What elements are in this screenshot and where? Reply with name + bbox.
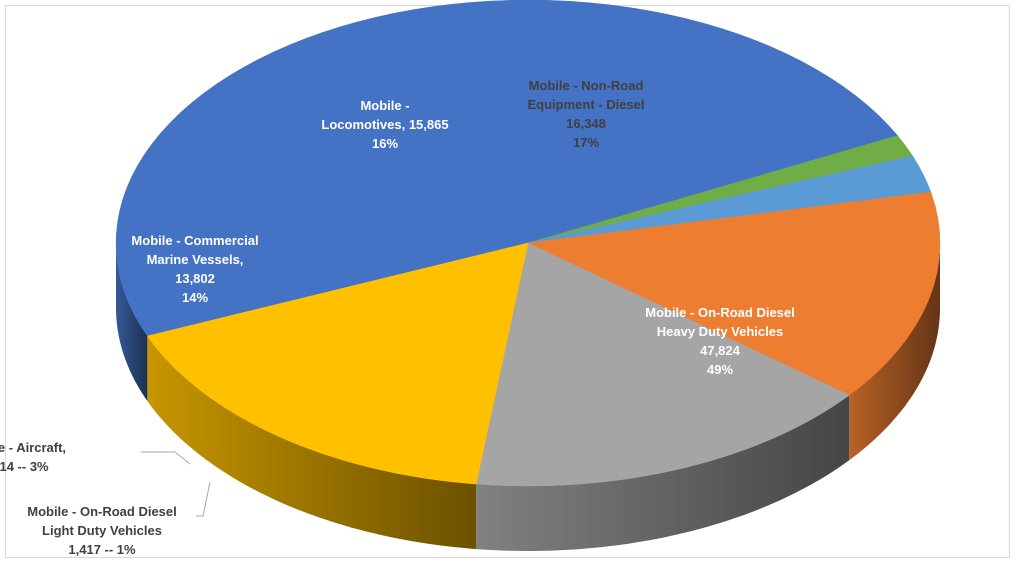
data-label-line: Mobile - On-Road Diesel bbox=[645, 305, 795, 320]
data-label-line: Equipment - Diesel bbox=[527, 97, 644, 112]
data-label-line: 16% bbox=[372, 136, 398, 151]
slice-non-road-equipment bbox=[146, 242, 529, 485]
data-label-line: Locomotives, 15,865 bbox=[321, 117, 448, 132]
data-label-heavy-duty: Mobile - On-Road Diesel Heavy Duty Vehicl… bbox=[645, 305, 795, 377]
slice-side-heavy-duty bbox=[116, 243, 148, 401]
data-label-line: 17% bbox=[573, 135, 599, 150]
slice-side-non-road-equipment bbox=[147, 336, 477, 550]
slice-locomotives bbox=[475, 242, 850, 487]
slice-commercial-marine bbox=[527, 191, 941, 396]
data-label-line: 2,414 -- 3% bbox=[0, 459, 49, 474]
data-label-locomotives: Mobile - Locomotives, 15,865 16% bbox=[321, 98, 448, 151]
slice-heavy-duty bbox=[115, 0, 899, 337]
data-label-line: Marine Vessels, bbox=[147, 252, 244, 267]
data-label-line: 14% bbox=[182, 290, 208, 305]
data-label-line: Heavy Duty Vehicles bbox=[657, 324, 783, 339]
data-label-light-duty: Mobile - On-Road Diesel Light Duty Vehicl… bbox=[27, 504, 177, 557]
data-label-line: Mobile - bbox=[360, 98, 409, 113]
data-label-line: 1,417 -- 1% bbox=[68, 542, 136, 557]
leader-line-light-duty bbox=[196, 481, 211, 517]
data-label-non-road-equipment: Mobile - Non-Road Equipment - Diesel 16,34… bbox=[527, 78, 644, 150]
data-label-aircraft: Mobile - Aircraft, 2,414 -- 3% bbox=[0, 440, 66, 474]
leader-line-aircraft bbox=[141, 451, 191, 465]
slice-side-locomotives bbox=[476, 395, 850, 551]
data-label-line: Mobile - Aircraft, bbox=[0, 440, 66, 455]
data-label-line: 16,348 bbox=[566, 116, 606, 131]
data-label-line: Mobile - Commercial bbox=[131, 233, 258, 248]
data-label-line: 49% bbox=[707, 362, 733, 377]
data-label-line: 47,824 bbox=[700, 343, 741, 358]
data-label-line: Light Duty Vehicles bbox=[42, 523, 162, 538]
data-label-commercial-marine: Mobile - Commercial Marine Vessels, 13,802… bbox=[131, 233, 258, 305]
data-label-line: Mobile - Non-Road bbox=[529, 78, 644, 93]
data-label-line: 13,802 bbox=[175, 271, 215, 286]
data-label-line: Mobile - On-Road Diesel bbox=[27, 504, 177, 519]
slice-side-commercial-marine bbox=[849, 243, 940, 461]
